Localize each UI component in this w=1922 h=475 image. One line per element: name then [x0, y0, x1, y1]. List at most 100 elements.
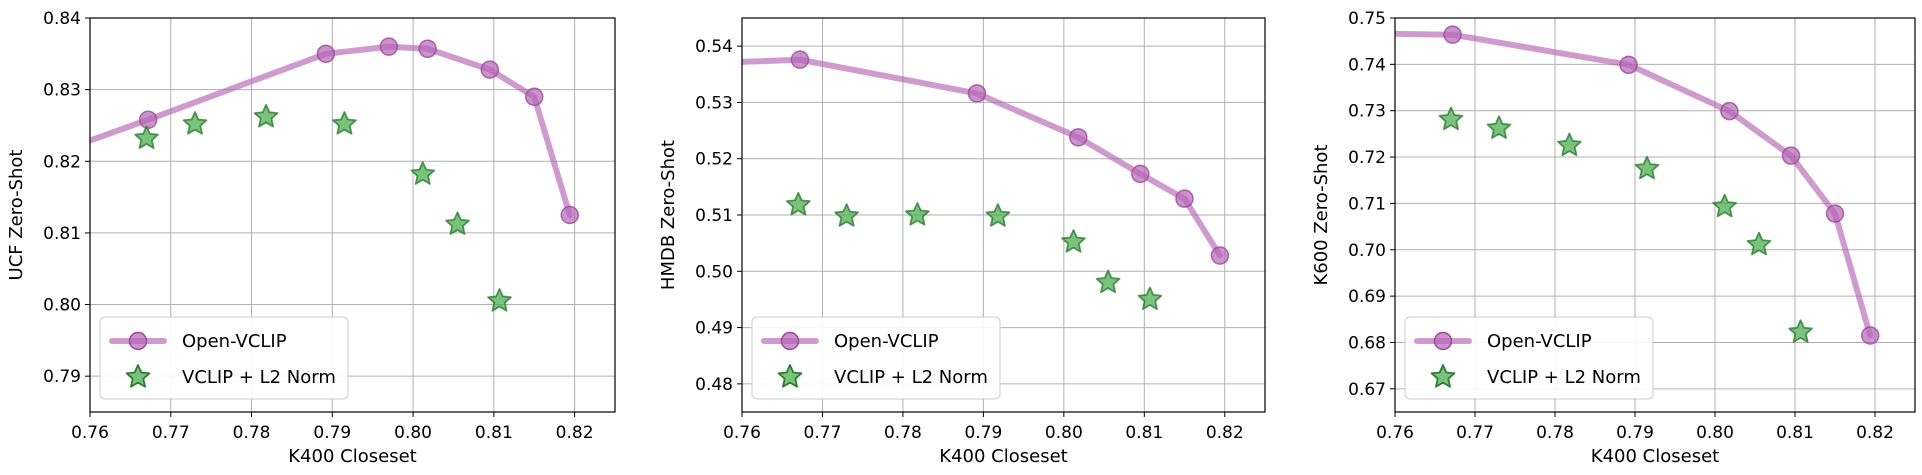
data-point-open-vclip: [1860, 326, 1880, 345]
legend-box: [1404, 316, 1654, 400]
x-tick-label: 0.80: [1696, 423, 1734, 443]
x-tick-label: 0.81: [1776, 423, 1814, 443]
data-point-vclip-l2-norm: [1712, 193, 1737, 218]
data-point-open-vclip: [1720, 101, 1739, 121]
x-tick-label: 0.78: [1536, 423, 1574, 443]
legend-label: Open-VCLIP: [182, 331, 287, 352]
data-point-vclip-l2-norm: [332, 111, 357, 135]
x-tick-label: 0.76: [71, 423, 109, 443]
x-tick-label: 0.76: [723, 423, 761, 443]
series-line-open-vclip: [1395, 30, 1874, 339]
y-tick-label: 0.70: [1348, 241, 1386, 261]
plot-area: [1395, 25, 1880, 345]
legend-marker-open-vclip: [1433, 331, 1453, 351]
data-point-open-vclip: [379, 37, 399, 56]
legend-marker-open-vclip: [128, 331, 148, 351]
data-point-open-vclip: [480, 60, 500, 79]
data-point-vclip-l2-norm: [410, 161, 436, 185]
legend-label: VCLIP + L2 Norm: [834, 367, 988, 388]
data-point-vclip-l2-norm: [786, 191, 811, 216]
legend-label: VCLIP + L2 Norm: [1487, 367, 1641, 388]
hmdb-chart-panel: 0.76 0.77 0.78 0.79 0.80 0.81 0.82 0.48 0.49 0.50…: [658, 17, 1266, 467]
data-point-vclip-l2-norm: [1634, 155, 1660, 180]
y-tick-label: 0.67: [1348, 380, 1386, 400]
x-axis-label: K400 Closeset: [1591, 446, 1719, 467]
data-point-vclip-l2-norm: [1788, 319, 1813, 343]
x-tick-label: 0.77: [152, 423, 190, 443]
legend-label: VCLIP + L2 Norm: [182, 367, 336, 388]
y-tick-label: 0.72: [1348, 148, 1386, 168]
x-tick-label: 0.82: [556, 423, 594, 443]
data-point-open-vclip: [1069, 128, 1088, 147]
k600-chart-panel: 0.76 0.77 0.78 0.79 0.80 0.81 0.82 0.67 0.68 0.69…: [1311, 9, 1916, 467]
y-tick-label: 0.82: [43, 152, 81, 172]
axes-frame: [1394, 17, 1916, 413]
legend-marker-open-vclip: [780, 331, 800, 351]
y-tick-label: 0.48: [695, 375, 733, 395]
legend-box: [751, 316, 1001, 400]
axes-frame: [741, 17, 1266, 413]
y-tick-label: 0.68: [1348, 333, 1386, 353]
y-tick-label: 0.81: [43, 224, 81, 244]
y-tick-label: 0.80: [43, 296, 81, 316]
y-tick-label: 0.79: [43, 367, 81, 387]
x-axis-label: K400 Closeset: [939, 446, 1067, 467]
y-axis-label: K600 Zero-Shot: [1311, 144, 1332, 285]
x-tick-label: 0.77: [804, 423, 842, 443]
legend: Open-VCLIP VCLIP + L2 Norm: [99, 316, 349, 400]
y-tick-label: 0.53: [695, 93, 733, 113]
x-tick-label: 0.78: [884, 423, 922, 443]
y-tick-label: 0.49: [695, 319, 733, 339]
data-point-open-vclip: [967, 84, 987, 103]
x-tick-label: 0.79: [313, 423, 351, 443]
y-tick-label: 0.51: [695, 206, 733, 226]
y-tick-label: 0.69: [1348, 287, 1386, 307]
legend: Open-VCLIP VCLIP + L2 Norm: [1404, 316, 1654, 400]
x-tick-label: 0.82: [1856, 423, 1894, 443]
data-point-open-vclip: [1175, 189, 1194, 208]
data-point-open-vclip: [1825, 204, 1845, 223]
plot-area: [90, 37, 580, 312]
x-tick-label: 0.76: [1376, 423, 1414, 443]
legend-marker-vclip-l2-norm: [1430, 364, 1456, 388]
legend-label: Open-VCLIP: [1487, 331, 1592, 352]
x-tick-label: 0.78: [233, 423, 271, 443]
y-tick-label: 0.71: [1348, 194, 1386, 214]
x-tick-label: 0.80: [1045, 423, 1083, 443]
x-tick-label: 0.82: [1206, 423, 1244, 443]
data-point-open-vclip: [560, 205, 580, 225]
x-axis-label: K400 Closeset: [288, 446, 416, 467]
data-point-vclip-l2-norm: [1438, 106, 1464, 131]
y-tick-label: 0.83: [43, 81, 81, 101]
data-point-open-vclip: [524, 87, 544, 107]
data-point-open-vclip: [1781, 146, 1801, 165]
y-tick-label: 0.73: [1348, 102, 1386, 122]
y-axis-label: UCF Zero-Shot: [6, 150, 27, 281]
data-point-vclip-l2-norm: [487, 288, 512, 312]
data-point-vclip-l2-norm: [1746, 231, 1772, 256]
x-tick-label: 0.80: [394, 423, 432, 443]
x-tick-label: 0.79: [1616, 423, 1654, 443]
x-tick-label: 0.79: [964, 423, 1002, 443]
data-point-open-vclip: [418, 39, 437, 59]
y-tick-label: 0.75: [1348, 9, 1386, 29]
data-point-vclip-l2-norm: [985, 203, 1011, 227]
legend-marker-vclip-l2-norm: [125, 364, 151, 388]
data-point-open-vclip: [1210, 246, 1230, 265]
data-point-vclip-l2-norm: [1061, 229, 1086, 253]
legend-marker-vclip-l2-norm: [777, 364, 803, 388]
data-point-open-vclip: [1443, 25, 1462, 44]
y-tick-label: 0.54: [695, 37, 733, 57]
data-point-vclip-l2-norm: [182, 111, 208, 135]
data-point-vclip-l2-norm: [1137, 286, 1163, 311]
legend: Open-VCLIP VCLIP + L2 Norm: [751, 316, 1001, 400]
y-tick-label: 0.74: [1348, 55, 1386, 75]
axes-frame: [89, 17, 616, 413]
data-point-vclip-l2-norm: [134, 125, 159, 149]
data-point-vclip-l2-norm: [905, 202, 930, 226]
data-point-vclip-l2-norm: [445, 211, 470, 235]
data-point-vclip-l2-norm: [1095, 269, 1121, 294]
x-tick-label: 0.81: [475, 423, 513, 443]
data-point-open-vclip: [790, 50, 810, 69]
